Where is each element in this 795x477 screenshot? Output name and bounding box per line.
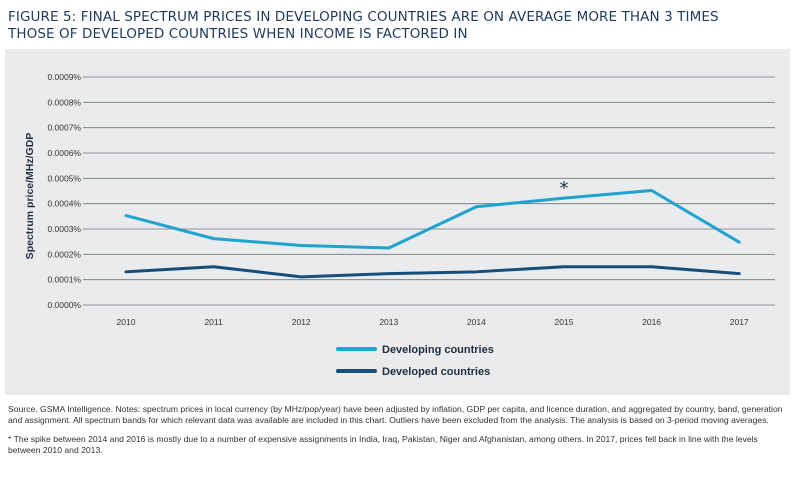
- x-tick-label: 2010: [117, 317, 136, 327]
- y-tick-label: 0.0005%: [47, 173, 81, 183]
- y-tick-label: 0.0006%: [47, 148, 81, 158]
- spike-annotation-asterisk: *: [560, 178, 569, 199]
- y-axis-tick-labels: 0.0000% 0.0001% 0.0002% 0.0003% 0.0004% 0.000…: [47, 72, 81, 310]
- figure-title: FIGURE 5: FINAL SPECTRUM PRICES IN DEVEL…: [8, 9, 788, 43]
- y-tick-label: 0.0002%: [47, 249, 81, 259]
- y-tick-label: 0.0004%: [47, 199, 81, 209]
- line-chart: 0.0000% 0.0001% 0.0002% 0.0003% 0.0004% 0.000…: [24, 72, 775, 378]
- series-line-developing: [124, 188, 741, 250]
- y-tick-label: 0.0003%: [47, 224, 81, 234]
- y-tick-label: 0.0008%: [47, 97, 81, 107]
- y-tick-label: 0.0001%: [47, 275, 81, 285]
- notes: Source. GSMA Intelligence. Notes: spectr…: [8, 404, 788, 464]
- y-tick-label: 0.0000%: [47, 300, 81, 310]
- x-tick-label: 2011: [204, 317, 223, 327]
- x-axis-tick-labels: 2010 2011 2012 2013 2014 2015 2016 2017: [117, 317, 749, 327]
- chart-panel: 0.0000% 0.0001% 0.0002% 0.0003% 0.0004% 0.000…: [5, 49, 790, 395]
- x-tick-label: 2016: [642, 317, 661, 327]
- x-tick-label: 2017: [730, 317, 749, 327]
- x-tick-label: 2015: [555, 317, 574, 327]
- series-lines: [124, 188, 741, 279]
- x-tick-label: 2012: [292, 317, 311, 327]
- source-note: Source. GSMA Intelligence. Notes: spectr…: [8, 404, 783, 425]
- figure-title-line-2: THOSE OF DEVELOPED COUNTRIES WHEN INCOME…: [8, 26, 468, 42]
- legend: Developing countries Developed countries: [336, 344, 494, 378]
- footnote: * The spike between 2014 and 2016 is mos…: [8, 434, 758, 455]
- gridlines: [83, 76, 775, 306]
- x-tick-label: 2014: [467, 317, 486, 327]
- y-axis-label: Spectrum price/MHz/GDP: [24, 133, 36, 260]
- x-tick-label: 2013: [379, 317, 398, 327]
- y-tick-label: 0.0007%: [47, 123, 81, 133]
- figure-title-line-1: FIGURE 5: FINAL SPECTRUM PRICES IN DEVEL…: [8, 9, 719, 25]
- y-tick-label: 0.0009%: [47, 72, 81, 82]
- series-line-developed: [124, 265, 741, 279]
- legend-label: Developing countries: [382, 344, 494, 356]
- legend-label: Developed countries: [382, 366, 490, 378]
